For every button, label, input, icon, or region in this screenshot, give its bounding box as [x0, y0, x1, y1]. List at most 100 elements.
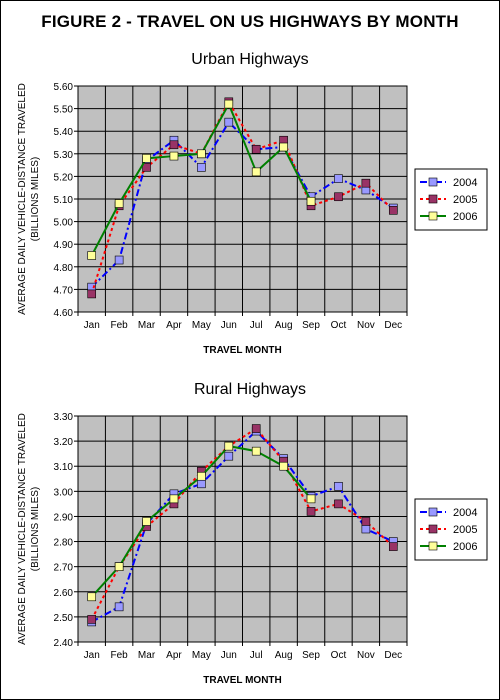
urban-ytick-label: 4.90: [54, 240, 74, 251]
urban-ytick-label: 5.40: [54, 127, 74, 138]
rural-xtick-label-nov: Nov: [357, 650, 375, 661]
rural-legend-swatch-marker-2005: [428, 524, 438, 534]
urban-series-2005-point: [169, 140, 179, 150]
rural-xtick-label-sep: Sep: [302, 650, 320, 661]
urban-series-2005-point: [87, 289, 97, 299]
urban-ytick-label: 5.50: [54, 105, 74, 116]
urban-ytick-label: 5.20: [54, 172, 74, 183]
rural-ytick-label: 2.70: [54, 563, 74, 574]
urban-series-2006-point: [87, 251, 97, 260]
urban-xtick-label-may: May: [192, 320, 211, 331]
rural-series-2006-point: [251, 446, 261, 456]
urban-xtick-label-oct: Oct: [331, 320, 347, 331]
rural-xtick-label-apr: Apr: [166, 650, 182, 661]
rural-ytick-label: 3.10: [54, 462, 74, 473]
urban-y-axis-title: AVERAGE DAILY VEHICLE-DISTANCE TRAVELED: [17, 83, 28, 315]
urban-xtick-label-mar: Mar: [138, 320, 156, 331]
urban-xtick-label-sep: Sep: [302, 320, 320, 331]
rural-x-axis-title: TRAVEL MONTH: [203, 675, 282, 686]
urban-series-2004-point: [224, 117, 234, 127]
rural-legend-swatch-marker-2004: [428, 507, 438, 517]
urban-legend-label-2005: 2005: [453, 194, 477, 206]
urban-series-2006-point: [114, 199, 124, 208]
urban-legend-label-2006: 2006: [453, 211, 477, 223]
urban-series-2005-point: [388, 206, 398, 215]
rural-xtick-label-jun: Jun: [221, 650, 237, 661]
urban-ytick-label: 4.80: [54, 263, 74, 274]
urban-legend-label-2004: 2004: [453, 177, 477, 189]
rural-series-2004-point: [224, 451, 234, 461]
rural-legend-label-2006: 2006: [453, 541, 477, 553]
rural-highways-chart: Rural Highways 2.40 2.50 2.60 2.70 2.80 2.90 3.…: [17, 381, 488, 686]
urban-xtick-label-nov: Nov: [357, 320, 375, 331]
rural-ytick-label: 2.50: [54, 613, 74, 624]
rural-series-2004-point: [197, 479, 206, 489]
rural-chart-title: Rural Highways: [194, 381, 306, 398]
rural-ytick-label: 2.40: [54, 638, 74, 649]
urban-xtick-label-jul: Jul: [250, 320, 263, 331]
rural-xtick-label-dec: Dec: [384, 650, 402, 661]
urban-series-2006-point: [306, 196, 316, 206]
urban-chart-title: Urban Highways: [191, 51, 308, 68]
rural-ytick-label: 3.20: [54, 437, 74, 448]
rural-legend-label-2005: 2005: [453, 524, 477, 536]
rural-legend-swatch-marker-2006: [428, 541, 438, 551]
urban-y-axis-subtitle: (BILLIONS MILES): [30, 157, 41, 241]
urban-ytick-label: 5.60: [54, 82, 74, 93]
urban-legend-swatch-marker-2006: [428, 211, 438, 221]
rural-xtick-label-oct: Oct: [331, 650, 347, 661]
rural-xtick-label-may: May: [192, 650, 211, 661]
urban-legend-swatch-marker-2004: [428, 177, 438, 187]
rural-ytick-label: 2.90: [54, 512, 74, 523]
rural-ytick-label: 3.00: [54, 487, 74, 498]
rural-series-2006-point: [279, 461, 288, 471]
rural-series-2004-point: [114, 602, 124, 612]
rural-series-2004-point: [361, 524, 371, 534]
urban-series-2006-point: [142, 154, 151, 163]
urban-xtick-label-apr: Apr: [166, 320, 182, 331]
rural-series-2005-point: [361, 517, 371, 526]
rural-series-2006-point: [224, 441, 234, 451]
urban-series-2005-point: [251, 144, 261, 154]
urban-xtick-label-jan: Jan: [84, 320, 100, 331]
urban-series-2004-point: [334, 174, 343, 183]
urban-ytick-label: 5.30: [54, 150, 74, 161]
urban-series-2005-point: [334, 192, 343, 202]
urban-xtick-label-aug: Aug: [275, 320, 293, 331]
rural-series-2006-point: [142, 517, 151, 526]
urban-series-2004-point: [114, 255, 124, 265]
urban-ytick-label: 5.00: [54, 218, 74, 229]
urban-series-2006-point: [279, 142, 288, 152]
urban-legend-swatch-marker-2005: [428, 194, 438, 204]
rural-series-2006-point: [169, 494, 179, 504]
urban-xtick-label-dec: Dec: [384, 320, 402, 331]
rural-series-2005-point: [251, 424, 261, 433]
rural-xtick-label-feb: Feb: [111, 650, 129, 661]
rural-legend-label-2004: 2004: [453, 507, 477, 519]
rural-series-2005-point: [306, 507, 316, 516]
rural-y-axis-subtitle: (BILLIONS MILES): [30, 487, 41, 571]
urban-xtick-label-jun: Jun: [221, 320, 237, 331]
urban-series-2004-point: [197, 163, 206, 172]
urban-series-2005-point: [361, 178, 371, 188]
rural-series-2005-point: [334, 499, 343, 509]
urban-series-2005-point: [142, 163, 151, 172]
urban-series-2005-line: [90, 99, 394, 295]
urban-highways-chart: Urban Highways 4.60 4.70 4.80 4.90 5.00 5.10 5.…: [17, 51, 488, 356]
urban-ytick-label: 4.60: [54, 308, 74, 319]
rural-series-2006-point: [197, 471, 206, 481]
rural-series-2004-point: [334, 482, 343, 491]
urban-ytick-label: 5.10: [54, 195, 74, 206]
rural-series-2004-line: [91, 429, 394, 623]
rural-xtick-label-aug: Aug: [275, 650, 293, 661]
rural-series-2005-point: [87, 615, 97, 624]
urban-series-2006-point: [224, 99, 234, 109]
urban-xtick-label-feb: Feb: [111, 320, 129, 331]
urban-x-axis-title: TRAVEL MONTH: [203, 345, 282, 356]
urban-series-2006-point: [197, 149, 206, 159]
urban-series-2006-point: [169, 151, 179, 161]
rural-series-2006-point: [306, 494, 316, 504]
rural-ytick-label: 2.80: [54, 538, 74, 549]
figure-title: FIGURE 2 - TRAVEL ON US HIGHWAYS BY MONT…: [41, 12, 459, 31]
